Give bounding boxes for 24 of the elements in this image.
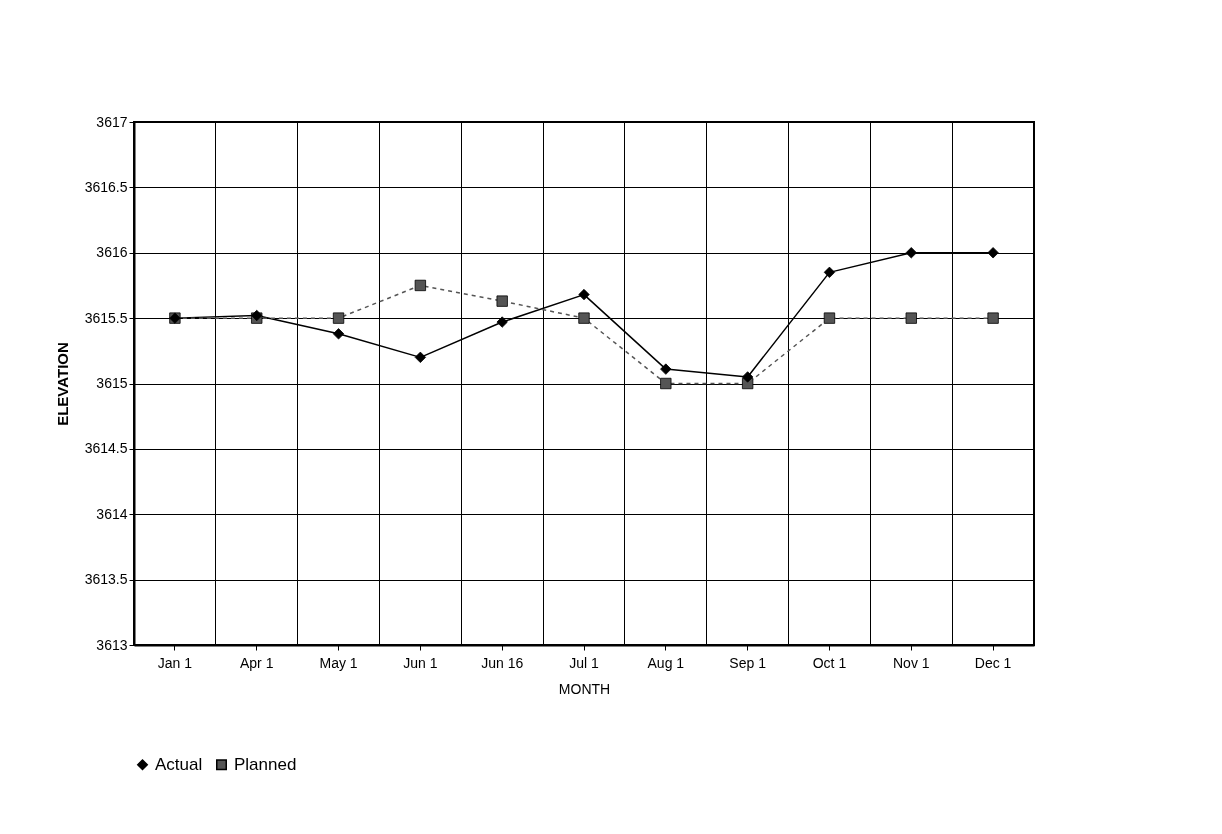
x-tick-label: Aug 1 <box>647 654 685 671</box>
x-tick-label: Apr 1 <box>239 654 274 671</box>
legend-label: Planned <box>234 754 297 774</box>
y-tick-label: 3616.5 <box>84 178 128 195</box>
x-tick-label: Jul 1 <box>569 654 599 671</box>
y-tick-label: 3613.5 <box>84 571 128 588</box>
y-tick-label: 3616 <box>96 244 128 261</box>
y-tick-label: 3614.5 <box>84 440 128 457</box>
x-tick-label: Nov 1 <box>892 654 930 671</box>
x-axis-title: MONTH <box>558 680 611 697</box>
x-tick-label: Jan 1 <box>157 654 193 671</box>
y-tick-label: 3615 <box>96 375 128 391</box>
y-tick-label: 3617 <box>96 113 128 130</box>
x-tick-label: Jun 16 <box>481 654 524 671</box>
x-tick-label: Dec 1 <box>974 654 1012 671</box>
y-tick-label: 3613 <box>96 636 128 653</box>
y-tick-label: 3615.5 <box>84 309 128 326</box>
x-tick-label: May 1 <box>319 654 358 671</box>
y-axis-title: ELEVATION <box>53 342 71 426</box>
legend-label: Actual <box>155 754 203 774</box>
x-tick-label: Oct 1 <box>812 654 847 671</box>
y-tick-label: 3614 <box>96 505 128 522</box>
x-tick-label: Jun 1 <box>403 654 438 671</box>
x-tick-label: Sep 1 <box>729 654 767 671</box>
